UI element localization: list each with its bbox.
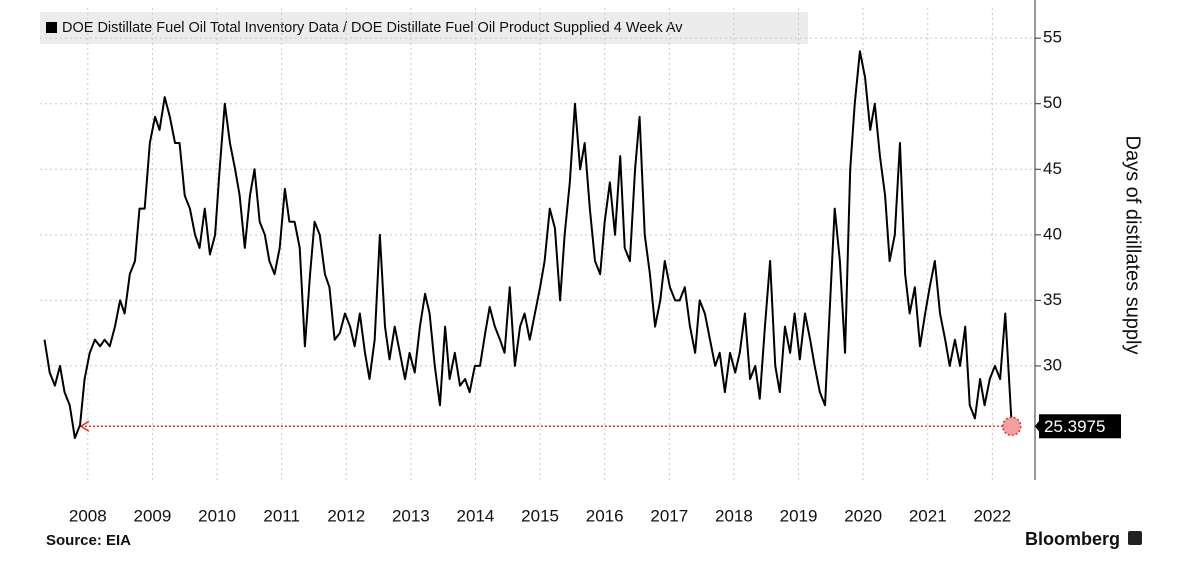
source: Source: EIA: [46, 532, 131, 549]
y-tick-label: 30: [1043, 355, 1062, 374]
last-value-box: [1039, 414, 1121, 439]
y-axis-label: Days of distillates supply: [1122, 136, 1144, 355]
x-tick-label: 2012: [327, 506, 365, 525]
legend-box: [40, 12, 808, 44]
x-tick-label: 2017: [650, 506, 688, 525]
x-tick-label: 2010: [198, 506, 236, 525]
x-tick-label: 2015: [521, 506, 559, 525]
brand-icon: [1128, 531, 1142, 545]
x-tick-label: 2008: [69, 506, 107, 525]
y-tick-label: 50: [1043, 93, 1062, 112]
last-point: [1001, 416, 1022, 437]
legend-label: DOE Distillate Fuel Oil Total Inventory …: [62, 20, 683, 36]
y-tick-label: 35: [1043, 290, 1062, 309]
brand: Bloomberg: [1025, 529, 1120, 549]
x-tick-label: 2022: [973, 506, 1011, 525]
line: [43, 50, 1013, 440]
last-value-pointer: [1035, 418, 1041, 435]
x-tick-label: 2016: [586, 506, 624, 525]
last-value-label: 25.3975: [1044, 417, 1105, 436]
x-tick-label: 2009: [134, 506, 172, 525]
x-tick-label: 2020: [844, 506, 882, 525]
reference-arrow: [79, 420, 90, 432]
x-tick-label: 2019: [780, 506, 818, 525]
x-tick-label: 2013: [392, 506, 430, 525]
x-tick-label: 2021: [909, 506, 947, 525]
x-tick-label: 2018: [715, 506, 753, 525]
legend-swatch: [46, 22, 57, 33]
y-tick-label: 55: [1043, 28, 1062, 47]
y-tick-label: 40: [1043, 224, 1062, 243]
y-tick-label: 45: [1043, 159, 1062, 178]
x-tick-label: 2014: [457, 506, 495, 525]
x-tick-label: 2011: [263, 506, 300, 525]
